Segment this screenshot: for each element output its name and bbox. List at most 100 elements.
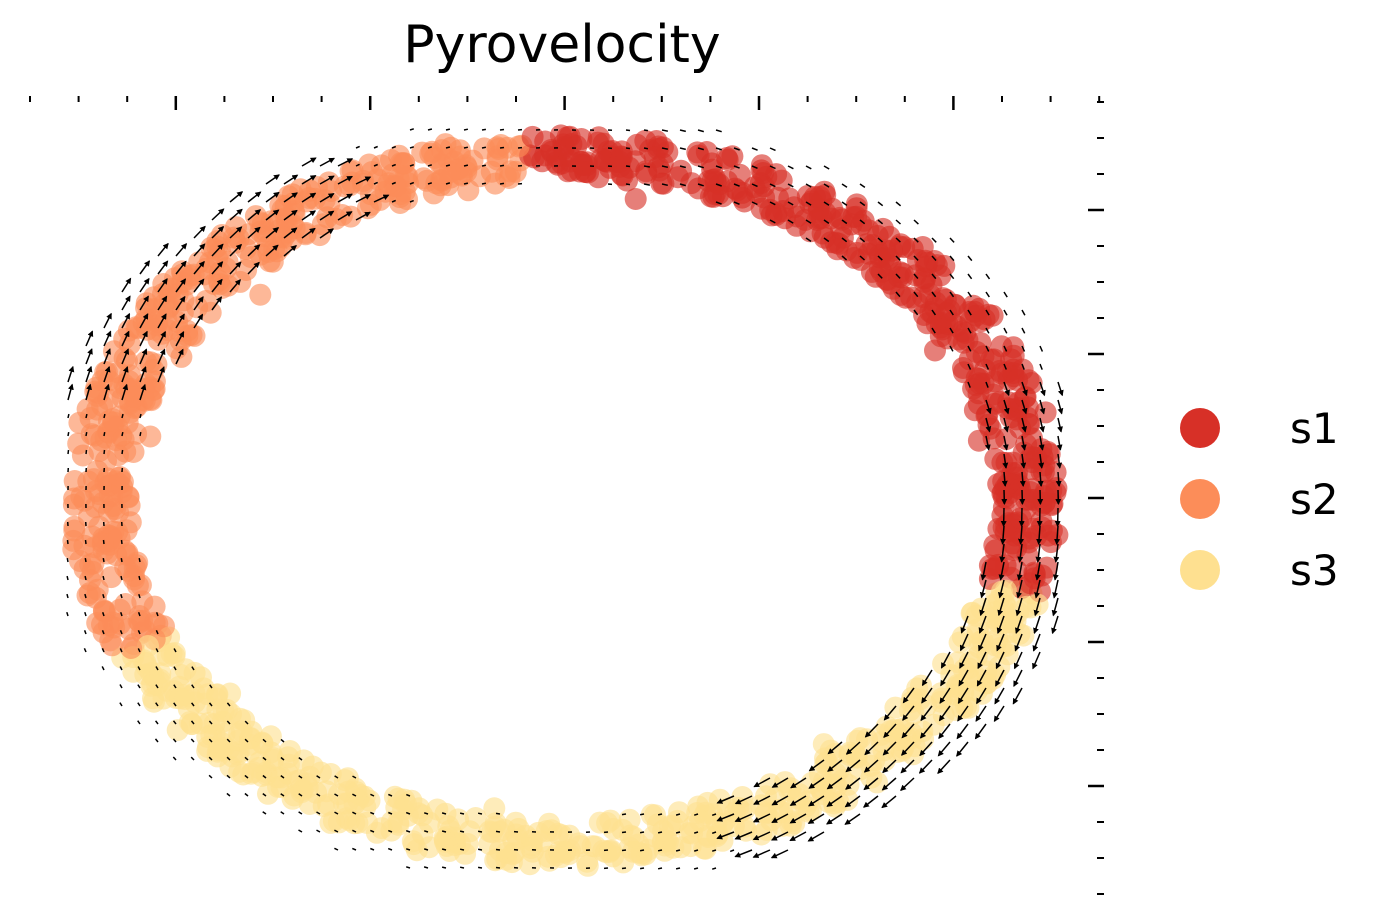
data-point bbox=[499, 160, 522, 183]
velocity-arrow bbox=[1039, 363, 1043, 370]
velocity-arrow bbox=[1021, 363, 1025, 370]
velocity-arrow bbox=[193, 243, 206, 257]
velocity-arrow bbox=[337, 193, 353, 203]
velocity-arrow bbox=[373, 145, 378, 149]
velocity-arrow bbox=[864, 723, 879, 738]
velocity-arrow bbox=[753, 777, 771, 788]
velocity-arrow bbox=[985, 417, 992, 433]
velocity-arrow bbox=[967, 363, 972, 370]
data-point bbox=[912, 728, 935, 751]
velocity-arrow bbox=[770, 849, 789, 859]
velocity-arrow bbox=[1033, 597, 1041, 617]
velocity-arrow bbox=[733, 147, 740, 151]
velocity-arrow bbox=[262, 811, 267, 815]
velocity-arrow bbox=[1021, 309, 1026, 316]
velocity-arrow bbox=[120, 593, 123, 599]
velocity-arrow bbox=[985, 399, 992, 415]
velocity-arrow bbox=[949, 237, 955, 243]
velocity-arrow bbox=[355, 211, 371, 221]
velocity-arrow bbox=[283, 174, 299, 185]
velocity-arrow bbox=[841, 237, 848, 243]
data-point bbox=[101, 634, 124, 657]
velocity-arrow bbox=[827, 759, 843, 772]
velocity-arrow bbox=[406, 793, 411, 797]
velocity-arrow bbox=[1056, 435, 1063, 451]
velocity-arrow bbox=[481, 182, 487, 185]
velocity-arrow bbox=[103, 413, 106, 419]
velocity-arrow bbox=[711, 813, 717, 817]
velocity-arrow bbox=[753, 795, 771, 805]
velocity-arrow bbox=[938, 723, 951, 739]
velocity-arrow bbox=[137, 720, 141, 725]
velocity-arrow bbox=[1016, 579, 1023, 599]
velocity-arrow bbox=[895, 201, 902, 207]
data-point bbox=[592, 132, 615, 155]
velocity-arrow bbox=[967, 255, 973, 262]
velocity-arrow bbox=[1034, 579, 1041, 599]
velocity-arrow bbox=[121, 413, 124, 419]
data-point bbox=[530, 830, 553, 853]
velocity-arrow bbox=[789, 831, 807, 842]
velocity-arrow bbox=[1003, 417, 1010, 433]
velocity-arrow bbox=[1052, 579, 1059, 599]
velocity-arrow bbox=[85, 383, 92, 401]
data-point bbox=[831, 208, 854, 231]
velocity-arrow bbox=[789, 795, 807, 806]
velocity-arrow bbox=[138, 575, 141, 581]
data-point bbox=[153, 615, 175, 638]
velocity-arrow bbox=[657, 831, 663, 834]
velocity-arrow bbox=[66, 593, 69, 599]
velocity-arrow bbox=[1017, 543, 1024, 563]
velocity-arrow bbox=[1057, 399, 1064, 415]
velocity-arrow bbox=[960, 615, 969, 634]
velocity-arrow bbox=[827, 741, 843, 755]
velocity-arrow bbox=[495, 848, 501, 851]
velocity-arrow bbox=[301, 227, 316, 239]
velocity-arrow bbox=[226, 702, 231, 707]
velocity-arrow bbox=[1021, 417, 1028, 433]
velocity-arrow bbox=[1016, 561, 1023, 581]
velocity-arrow bbox=[67, 413, 70, 419]
data-point bbox=[697, 826, 720, 848]
data-point bbox=[186, 296, 209, 319]
velocity-arrow bbox=[423, 830, 429, 833]
velocity-arrow bbox=[967, 291, 973, 298]
data-point bbox=[624, 188, 647, 210]
velocity-arrow bbox=[319, 157, 335, 167]
velocity-arrow bbox=[639, 831, 645, 834]
velocity-arrow bbox=[661, 183, 668, 187]
velocity-arrow bbox=[790, 777, 807, 789]
velocity-arrow bbox=[621, 867, 627, 870]
velocity-arrow bbox=[477, 866, 483, 869]
velocity-arrow bbox=[84, 557, 87, 563]
velocity-arrow bbox=[137, 648, 141, 653]
velocity-arrow bbox=[1003, 291, 1008, 298]
velocity-arrow bbox=[949, 345, 954, 352]
velocity-arrow bbox=[693, 867, 699, 870]
velocity-arrow bbox=[913, 273, 919, 279]
data-point bbox=[180, 324, 203, 346]
velocity-arrow bbox=[139, 366, 147, 383]
data-point bbox=[128, 611, 151, 634]
velocity-arrow bbox=[280, 793, 285, 797]
velocity-arrow bbox=[283, 245, 297, 257]
velocity-arrow bbox=[244, 720, 249, 725]
velocity-arrow bbox=[984, 435, 991, 451]
velocity-arrow bbox=[445, 182, 451, 185]
velocity-arrow bbox=[985, 327, 990, 334]
velocity-arrow bbox=[391, 145, 397, 149]
velocity-arrow bbox=[823, 219, 830, 225]
velocity-arrow bbox=[733, 183, 740, 187]
velocity-arrow bbox=[139, 431, 142, 437]
legend: s1 s2 s3 bbox=[1180, 404, 1339, 595]
velocity-arrow bbox=[85, 330, 94, 347]
velocity-arrow bbox=[265, 244, 279, 257]
velocity-arrow bbox=[137, 684, 141, 689]
data-point bbox=[622, 840, 644, 863]
velocity-arrow bbox=[805, 219, 812, 224]
velocity-arrow bbox=[985, 381, 989, 388]
data-point bbox=[969, 331, 992, 354]
velocity-arrow bbox=[66, 557, 69, 563]
data-point bbox=[852, 209, 875, 232]
legend-marker-s3 bbox=[1180, 550, 1220, 590]
